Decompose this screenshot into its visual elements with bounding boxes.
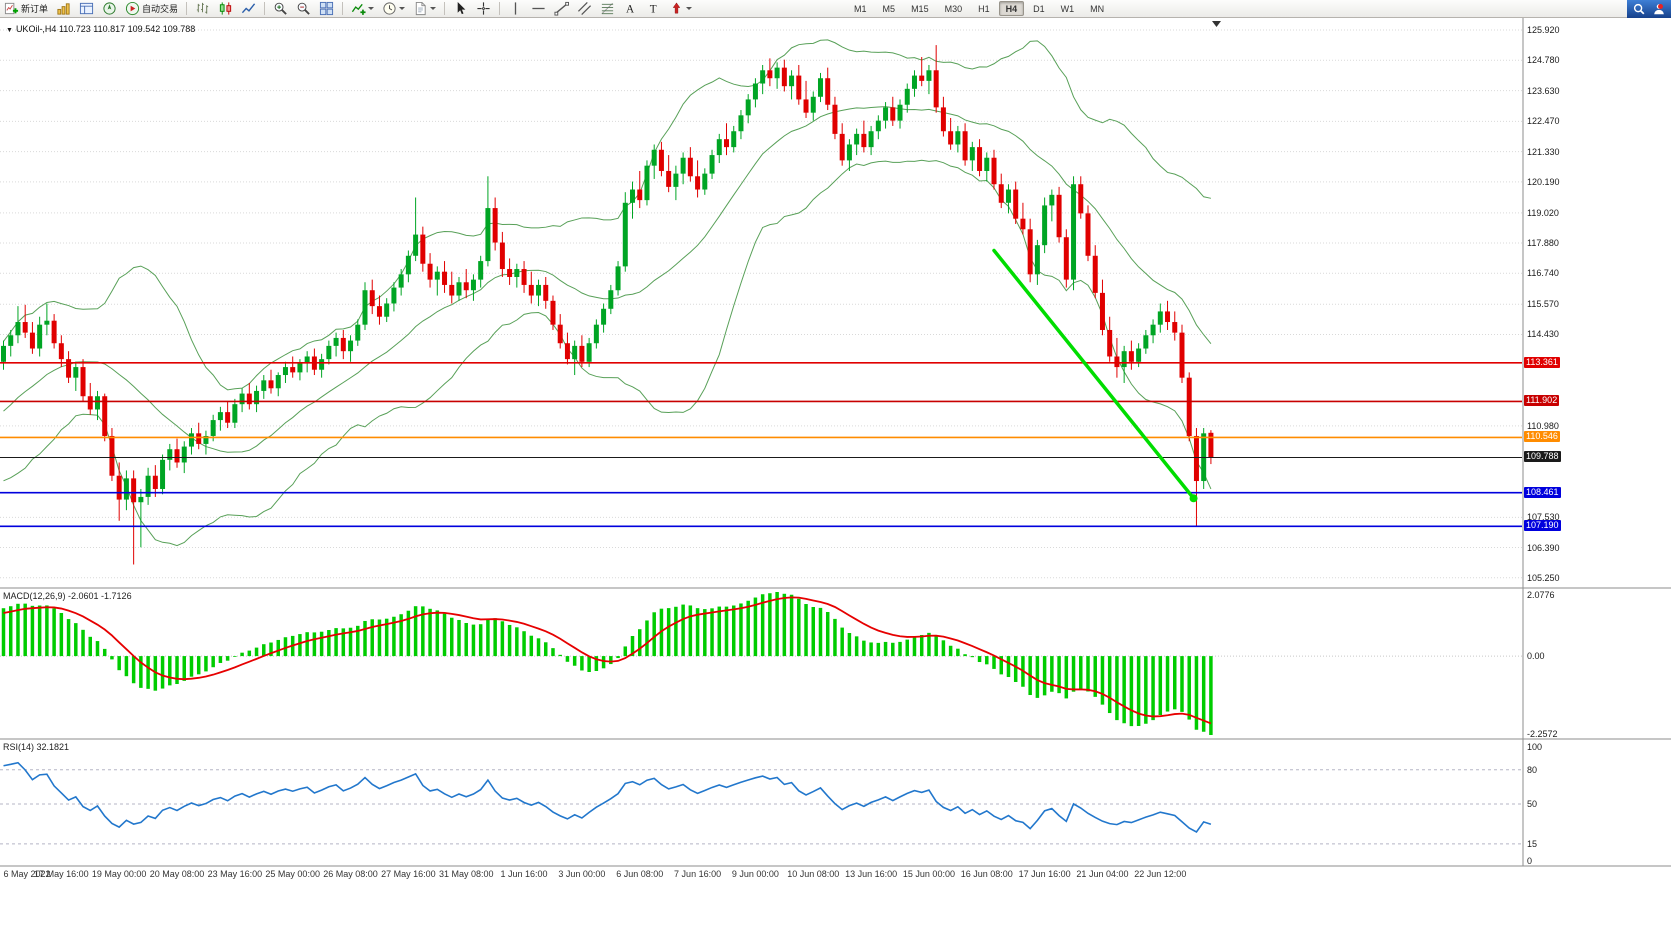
text-button[interactable]: A [620,1,641,17]
new-order-button-label: 新订单 [21,4,49,14]
hline-icon [531,1,546,16]
cursor-icon [453,1,468,16]
toolbar: 新订单 自动交易 A T M1 M5 M15 M30 H1 H4 D1 W1 MN [0,0,1671,18]
new-order-icon [4,1,19,16]
zoom-out-button[interactable] [293,1,314,17]
vertical-line-button[interactable] [505,1,526,17]
autotrading-button[interactable]: 自动交易 [122,1,181,17]
toolbar-search-area [1627,0,1671,18]
autotrading-button-label: 自动交易 [142,4,179,14]
timeframe-m1[interactable]: M1 [854,4,867,14]
notification-badge [1657,4,1663,9]
candles-icon [218,1,233,16]
rsi-line [3,761,1212,834]
label-icon: T [646,1,661,16]
tile-windows-button[interactable] [316,1,337,17]
data-window-icon [79,1,94,16]
clock-icon [382,1,397,16]
zoom-in-button[interactable] [270,1,291,17]
data-window-button[interactable] [76,1,97,17]
timeframe-w1[interactable]: W1 [1060,4,1075,14]
bollinger-middle-band [3,106,1212,453]
timeframe-h1[interactable]: H1 [978,4,990,14]
line-chart-button[interactable] [238,1,259,17]
toolbar-separator [499,2,501,15]
toolbar-buttons: 新订单 自动交易 A T [0,1,696,17]
navigator-icon [102,1,117,16]
indicators-button[interactable] [348,1,377,17]
timeframe-m15[interactable]: M15 [911,4,929,14]
tline-icon [554,1,570,16]
bollinger-lower-band [3,159,1212,547]
svg-text:A: A [626,4,635,16]
navigator-button[interactable] [99,1,120,17]
trendline-button[interactable] [551,1,572,17]
horizontal-line-button[interactable] [528,1,549,17]
timeframe-d1[interactable]: D1 [1033,4,1045,14]
bar-chart-button[interactable] [192,1,213,17]
shift-marker-icon [1212,21,1221,27]
channel-icon [577,1,592,16]
trendline-endpoint[interactable] [1189,494,1198,503]
toolbar-separator [444,2,446,15]
arrows-icon [669,1,684,16]
label-button[interactable]: T [643,1,664,17]
new-order-button[interactable]: 新订单 [1,1,51,17]
tile-icon [319,1,334,16]
indicators-icon [351,1,366,16]
timeframe-m30[interactable]: M30 [944,4,963,14]
bollinger-upper-band [3,39,1212,391]
cursor-button[interactable] [450,1,471,17]
svg-text:T: T [650,4,657,16]
dropdown-caret-icon [430,7,437,10]
autotrading-icon [125,1,140,16]
macd-signal-line [3,596,1212,725]
toolbar-separator [342,2,344,15]
fibonacci-button[interactable] [597,1,618,17]
zoom-in-icon [273,1,288,16]
dropdown-caret-icon [399,7,406,10]
zoom-out-icon [296,1,311,16]
timeframe-mn[interactable]: MN [1090,4,1105,14]
arrows-button[interactable] [666,1,695,17]
bars-icon [195,1,210,16]
trendline[interactable] [992,248,1196,501]
timeframe-h4[interactable]: H4 [998,1,1025,16]
text-icon: A [623,1,638,16]
periods-button[interactable] [379,1,408,17]
timeframe-m5[interactable]: M5 [882,4,896,14]
search-icon[interactable] [1632,2,1646,16]
profile-icon[interactable] [1652,2,1666,16]
macd-histogram [1,592,1213,735]
vline-icon [508,1,523,16]
toolbar-separator [186,2,188,15]
fibo-icon [600,1,615,16]
line-icon [241,1,256,16]
candlestick-button[interactable] [215,1,236,17]
market-watch-icon [56,1,71,16]
crosshair-icon [476,1,491,16]
templates-button[interactable] [410,1,439,17]
template-icon [413,1,428,16]
dropdown-caret-icon [368,7,375,10]
channel-button[interactable] [574,1,595,17]
dropdown-caret-icon [686,7,693,10]
market-watch-button[interactable] [53,1,74,17]
toolbar-separator [264,2,266,15]
crosshair-button[interactable] [473,1,494,17]
candles-layer [1,45,1214,565]
timeframe-toolbar: M1 M5 M15 M30 H1 H4 D1 W1 MN [846,1,1112,16]
